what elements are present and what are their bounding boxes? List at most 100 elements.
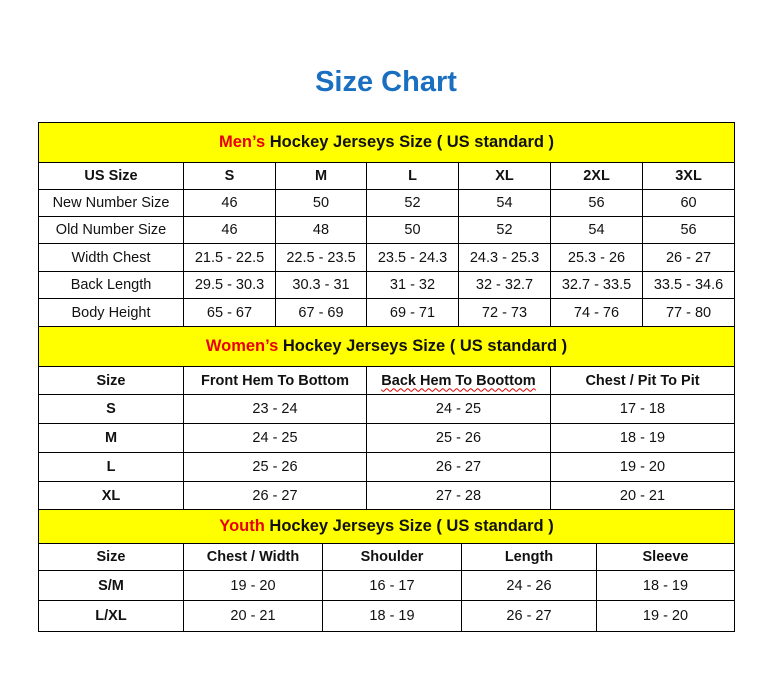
table-row: Width Chest 21.5 - 22.5 22.5 - 23.5 23.5 - …: [38, 243, 736, 272]
youth-title-rest: Hockey Jerseys Size ( US standard ): [264, 517, 554, 535]
table-cell: 25 - 26: [183, 452, 367, 482]
table-cell: 77 - 80: [641, 298, 736, 327]
row-label: Body Height: [38, 298, 184, 327]
table-cell: 26 - 27: [461, 600, 597, 632]
header-text: 3XL: [675, 168, 702, 184]
womens-size-table: Women’s Hockey Jerseys Size ( US standar…: [37, 326, 736, 510]
table-cell: 50: [366, 216, 459, 244]
womens-highlight: Women’s: [205, 337, 279, 355]
row-label: Back Length: [38, 271, 184, 299]
column-header: Chest / Width: [183, 543, 323, 571]
table-row: XL 26 - 27 27 - 28 20 - 21: [38, 481, 736, 510]
table-cell: 52: [366, 189, 459, 217]
column-header: 2XL: [550, 162, 643, 190]
header-text: M: [314, 168, 328, 184]
table-cell: 19 - 20: [549, 452, 736, 482]
header-text: Chest / Pit To Pit: [585, 372, 700, 389]
table-cell: 33.5 - 34.6: [641, 271, 736, 299]
table-cell: 32.7 - 33.5: [550, 271, 643, 299]
row-label: S: [38, 394, 184, 424]
table-row: Old Number Size 46 48 50 52 54 56: [38, 216, 736, 244]
column-header: S: [183, 162, 276, 190]
header-text: Sleeve: [642, 549, 689, 565]
header-row: Size Front Hem To Bottom Back Hem To Boott…: [38, 366, 736, 395]
header-text: Size: [96, 549, 126, 565]
row-label: Old Number Size: [38, 216, 184, 244]
table-row: L/XL 20 - 21 18 - 19 26 - 27 19 - 20: [38, 600, 736, 632]
column-header: Size: [38, 543, 184, 571]
table-cell: 56: [550, 189, 643, 217]
mens-section-title: Men’s Hockey Jerseys Size ( US standard …: [37, 122, 736, 163]
header-text: Chest / Width: [206, 549, 300, 565]
table-cell: 24 - 26: [461, 570, 597, 601]
table-cell: 27 - 28: [366, 481, 551, 510]
table-cell: 25 - 26: [366, 423, 551, 453]
row-label: Width Chest: [38, 243, 184, 272]
column-header: Size: [38, 366, 184, 395]
womens-title-rest: Hockey Jerseys Size ( US standard ): [278, 337, 568, 355]
table-cell: 54: [550, 216, 643, 244]
table-cell: 23.5 - 24.3: [366, 243, 459, 272]
table-row: S 23 - 24 24 - 25 17 - 18: [38, 394, 736, 424]
youth-size-table: Youth Hockey Jerseys Size ( US standard …: [37, 509, 736, 632]
column-header: Chest / Pit To Pit: [549, 366, 736, 395]
table-cell: 60: [641, 189, 736, 217]
table-cell: 18 - 19: [322, 600, 462, 632]
header-text: Back Hem To Boottom: [381, 372, 536, 389]
header-text: Shoulder: [360, 549, 424, 565]
table-row: Body Height 65 - 67 67 - 69 69 - 71 72 - 73 7…: [38, 298, 736, 327]
table-cell: 24 - 25: [183, 423, 367, 453]
table-cell: 65 - 67: [183, 298, 276, 327]
youth-section-title: Youth Hockey Jerseys Size ( US standard …: [37, 509, 736, 544]
row-label: S/M: [38, 570, 184, 601]
table-row: New Number Size 46 50 52 54 56 60: [38, 189, 736, 217]
table-row: S/M 19 - 20 16 - 17 24 - 26 18 - 19: [38, 570, 736, 601]
column-header: L: [366, 162, 459, 190]
header-text: Size: [96, 372, 126, 389]
table-cell: 29.5 - 30.3: [183, 271, 276, 299]
table-cell: 19 - 20: [595, 600, 736, 632]
table-row: Back Length 29.5 - 30.3 30.3 - 31 31 - 32 32…: [38, 271, 736, 299]
table-cell: 30.3 - 31: [275, 271, 367, 299]
table-cell: 21.5 - 22.5: [183, 243, 276, 272]
table-cell: 31 - 32: [366, 271, 459, 299]
table-cell: 54: [458, 189, 551, 217]
header-text: US Size: [84, 168, 138, 184]
row-label: M: [38, 423, 184, 453]
table-cell: 18 - 19: [549, 423, 736, 453]
column-header: US Size: [38, 162, 184, 190]
header-text: S: [224, 168, 235, 184]
table-cell: 48: [275, 216, 367, 244]
table-cell: 46: [183, 216, 276, 244]
header-row: Size Chest / Width Shoulder Length Sleeve: [38, 543, 736, 571]
column-header: Sleeve: [595, 543, 736, 571]
table-cell: 50: [275, 189, 367, 217]
table-cell: 74 - 76: [550, 298, 643, 327]
table-cell: 32 - 32.7: [458, 271, 551, 299]
row-label: XL: [38, 481, 184, 510]
womens-section-title: Women’s Hockey Jerseys Size ( US standar…: [37, 326, 736, 367]
header-text: Front Hem To Bottom: [201, 372, 349, 389]
table-cell: 69 - 71: [366, 298, 459, 327]
row-label: L/XL: [38, 600, 184, 632]
column-header: Length: [461, 543, 597, 571]
mens-title-rest: Hockey Jerseys Size ( US standard ): [265, 133, 555, 151]
table-cell: 20 - 21: [183, 600, 323, 632]
table-cell: 26 - 27: [366, 452, 551, 482]
table-cell: 19 - 20: [183, 570, 323, 601]
mens-highlight: Men’s: [219, 133, 266, 151]
column-header: Back Hem To Boottom: [366, 366, 551, 395]
youth-highlight: Youth: [219, 517, 265, 535]
table-cell: 16 - 17: [322, 570, 462, 601]
table-row: L 25 - 26 26 - 27 19 - 20: [38, 452, 736, 482]
row-label: L: [38, 452, 184, 482]
column-header: 3XL: [641, 162, 736, 190]
table-cell: 20 - 21: [549, 481, 736, 510]
column-header: Shoulder: [322, 543, 462, 571]
header-text: L: [408, 168, 417, 184]
column-header: Front Hem To Bottom: [183, 366, 367, 395]
table-row: M 24 - 25 25 - 26 18 - 19: [38, 423, 736, 453]
table-cell: 23 - 24: [183, 394, 367, 424]
table-cell: 67 - 69: [275, 298, 367, 327]
table-cell: 26 - 27: [641, 243, 736, 272]
